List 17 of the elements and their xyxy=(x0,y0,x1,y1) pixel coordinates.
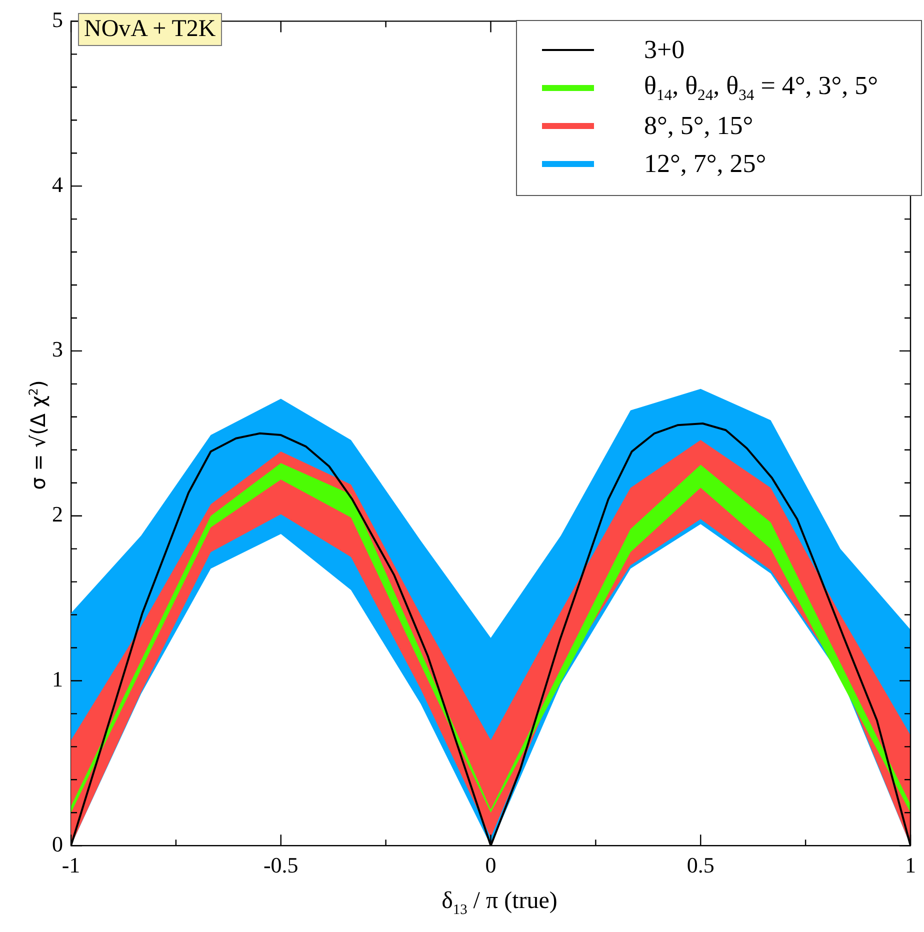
y-tick-label: 3 xyxy=(52,336,63,362)
x-tick-label: 0.5 xyxy=(686,852,714,878)
y-tick-label: 0 xyxy=(52,831,63,856)
legend-label: 3+0 xyxy=(644,35,685,65)
legend-label: 12°, 7°, 25° xyxy=(644,149,766,179)
annotation: NOvA + T2K xyxy=(78,13,222,46)
y-tick-label: 5 xyxy=(52,6,63,32)
x-tick-label: -0.5 xyxy=(263,852,298,878)
legend-label: θ$_{14}$, θ$_{24}$, θ$_{34}$ = 4°, 3°, 5° xyxy=(644,70,878,106)
x-tick-label: 0 xyxy=(485,852,496,878)
legend-label: 8°, 5°, 15° xyxy=(644,111,754,141)
y-tick-label: 4 xyxy=(52,172,63,197)
x-tick-label: -1 xyxy=(62,852,80,878)
x-axis-title: δ$_{13}$ / π (true) xyxy=(440,888,558,919)
y-tick-label: 2 xyxy=(52,502,63,527)
y-tick-label: 1 xyxy=(52,666,63,692)
x-tick-label: 1 xyxy=(905,852,916,878)
